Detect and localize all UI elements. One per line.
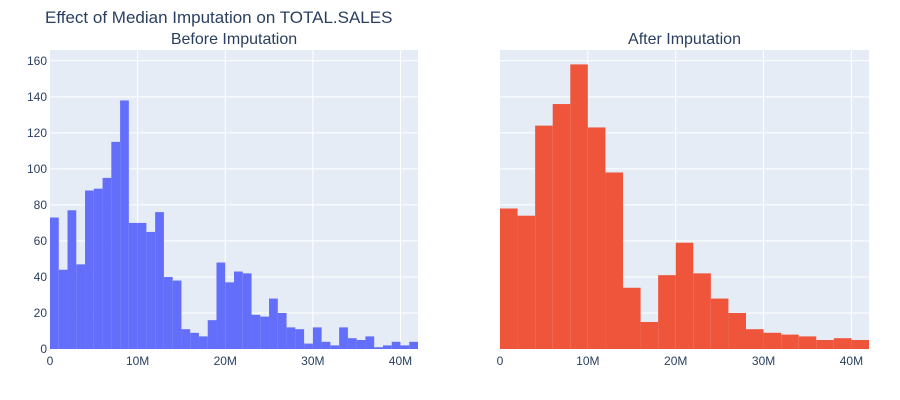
before-bar	[58, 269, 68, 349]
before-bar	[163, 276, 173, 349]
after-bar	[500, 208, 518, 349]
after-bar	[587, 127, 606, 349]
after-subplot: 0 10M 20M 30M 40M After Imputation	[497, 31, 869, 368]
before-bar	[269, 298, 278, 349]
figure-title: Effect of Median Imputation on TOTAL.SAL…	[45, 8, 393, 27]
after-bar	[728, 312, 746, 349]
before-bar	[146, 231, 156, 349]
after-bar	[781, 334, 799, 349]
before-bar	[304, 343, 313, 349]
before-bar	[347, 338, 357, 349]
before-bar	[93, 188, 103, 349]
before-bar	[137, 222, 147, 349]
after-bar	[851, 339, 869, 349]
before-bar	[198, 336, 208, 349]
after-bar	[798, 336, 817, 349]
after-bar	[623, 287, 641, 349]
before-bar	[356, 339, 366, 349]
before-bar	[85, 190, 94, 349]
before-bar	[181, 329, 191, 349]
after-x-tick-label: 40M	[840, 354, 863, 368]
before-y-tick-label: 0	[40, 342, 47, 356]
after-bar	[816, 339, 834, 349]
before-bar	[321, 341, 331, 349]
before-bar	[67, 210, 77, 349]
after-bar	[605, 172, 623, 349]
after-bar	[570, 64, 588, 349]
before-bar	[234, 271, 243, 349]
before-y-tick-label: 140	[27, 90, 47, 104]
after-bar	[640, 321, 659, 349]
before-bar	[120, 100, 129, 349]
before-bar	[312, 327, 322, 349]
after-bar	[746, 329, 764, 349]
before-bar	[286, 327, 296, 349]
after-bar	[535, 125, 553, 349]
before-y-tick-label: 100	[27, 162, 47, 176]
after-x-tick-label: 20M	[664, 354, 687, 368]
before-x-tick-label: 10M	[126, 354, 149, 368]
before-bar	[128, 222, 138, 349]
before-bar	[295, 329, 305, 349]
after-bar	[658, 275, 676, 349]
before-bar	[155, 212, 164, 349]
before-bar	[172, 280, 182, 349]
before-bar	[330, 345, 340, 349]
before-y-tick-label: 60	[34, 234, 48, 248]
before-bar	[382, 345, 392, 349]
before-bar	[391, 341, 401, 349]
before-y-tick-label: 40	[34, 270, 48, 284]
before-bar	[251, 314, 261, 349]
after-bar	[763, 332, 782, 349]
before-subplot-title: Before Imputation	[171, 31, 297, 48]
before-bar	[400, 345, 410, 349]
before-x-tick-label: 40M	[389, 354, 412, 368]
after-x-tick-label: 30M	[752, 354, 775, 368]
before-bar	[216, 262, 226, 349]
after-bar	[693, 273, 711, 349]
before-y-tick-label: 160	[27, 54, 47, 68]
before-bar	[365, 336, 375, 349]
before-x-tick-label: 0	[47, 354, 54, 368]
before-bar	[277, 312, 287, 349]
before-bar	[190, 332, 199, 349]
before-bar	[225, 282, 234, 349]
before-bar	[374, 347, 383, 349]
before-y-tick-label: 80	[34, 198, 48, 212]
before-bar	[207, 320, 217, 349]
before-x-tick-label: 20M	[214, 354, 237, 368]
after-bar	[710, 298, 729, 349]
after-bar	[552, 104, 571, 349]
before-bar	[76, 264, 86, 349]
before-bar	[50, 217, 59, 349]
before-bar	[242, 273, 252, 349]
before-bar	[111, 141, 121, 349]
after-bar	[517, 215, 536, 349]
before-x-tick-label: 30M	[301, 354, 324, 368]
before-bar	[339, 327, 348, 349]
after-x-tick-label: 0	[497, 354, 504, 368]
before-y-tick-label: 120	[27, 126, 47, 140]
after-bar	[675, 242, 694, 349]
before-subplot: 0 10M 20M 30M 40M 0 20 40 60 80 100 120 140 160 Before…	[27, 31, 418, 368]
before-y-tick-label: 20	[34, 306, 48, 320]
after-bar	[833, 338, 852, 349]
before-bar	[409, 341, 418, 349]
after-subplot-title: After Imputation	[628, 31, 741, 48]
before-bar	[102, 177, 112, 349]
before-bar	[260, 316, 270, 349]
after-x-tick-label: 10M	[576, 354, 599, 368]
